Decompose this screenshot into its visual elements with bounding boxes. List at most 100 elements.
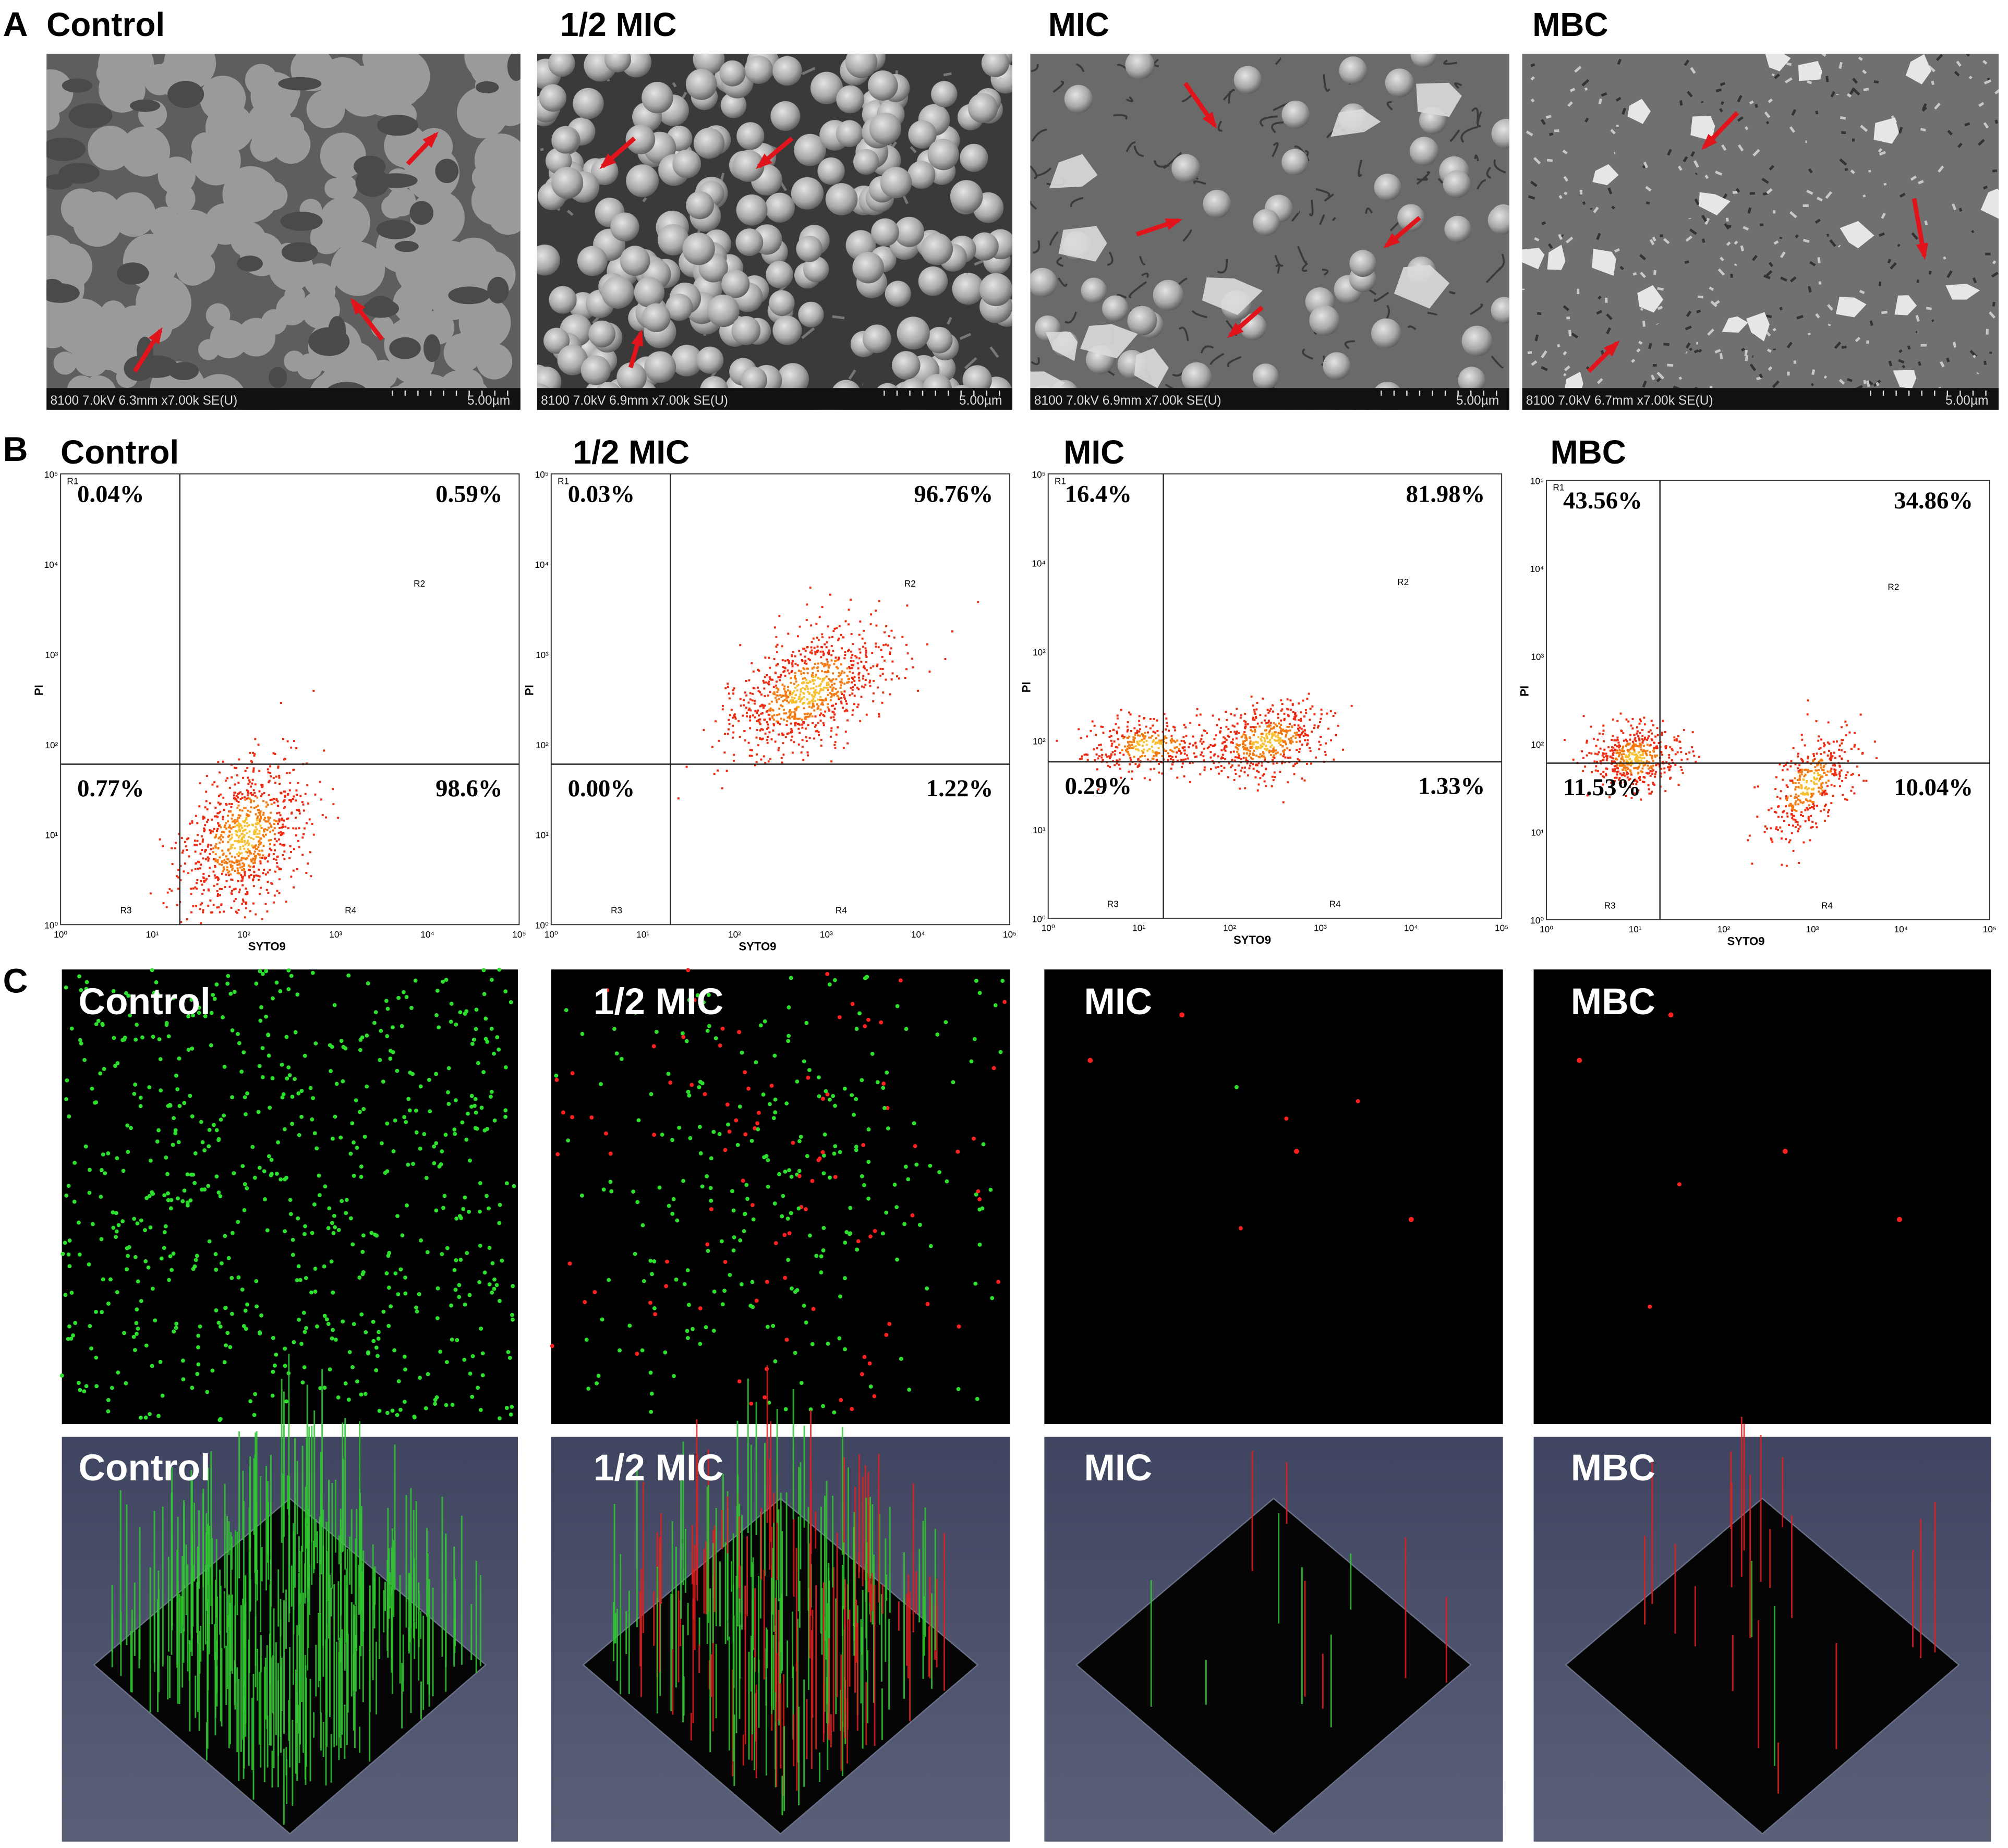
event-dot — [1785, 865, 1788, 867]
texture — [1938, 165, 1944, 173]
texture — [1791, 109, 1797, 116]
event-dot — [204, 824, 207, 826]
event-dot — [237, 840, 240, 842]
event-dot — [798, 650, 801, 652]
event-dot — [1614, 748, 1617, 751]
cell-dot — [497, 1047, 501, 1052]
event-dot — [1272, 704, 1274, 707]
biofilm — [119, 126, 171, 177]
event-dot — [1646, 749, 1649, 752]
x-tick-label: 10¹ — [146, 929, 159, 940]
coccus — [1233, 66, 1262, 94]
event-dot — [234, 792, 236, 794]
event-dot — [822, 665, 825, 667]
texture — [1322, 269, 1329, 276]
lysed-cell — [1722, 316, 1748, 333]
cell-dot — [503, 989, 508, 994]
cell-dot — [259, 1005, 263, 1010]
event-dot — [1124, 745, 1127, 748]
event-dot — [1194, 741, 1197, 744]
event-dot — [1641, 750, 1644, 752]
event-dot — [1152, 751, 1155, 753]
event-dot — [186, 838, 188, 841]
cell-dot — [216, 1320, 221, 1325]
event-dot — [768, 731, 771, 734]
texture — [1139, 256, 1146, 265]
texture — [1850, 169, 1855, 175]
event-dot — [1149, 727, 1152, 730]
event-dot — [1293, 732, 1296, 734]
texture — [1438, 178, 1443, 184]
gap — [394, 240, 419, 252]
event-dot — [1287, 781, 1289, 784]
x-tick-label: 10⁵ — [1003, 929, 1017, 940]
event-dot — [1691, 746, 1694, 748]
event-dot — [1126, 730, 1129, 733]
event-dot — [1267, 740, 1270, 743]
region-label: R2 — [1888, 582, 1899, 592]
event-dot — [1269, 750, 1272, 752]
cell-dot — [292, 1340, 296, 1344]
cell-dot — [378, 1057, 382, 1062]
event-dot — [755, 761, 758, 763]
event-dot — [833, 683, 836, 685]
event-dot — [867, 673, 870, 675]
event-dot — [234, 847, 236, 849]
cell-dot — [185, 1200, 190, 1205]
event-dot — [1582, 715, 1585, 718]
texture — [1911, 232, 1919, 240]
texture — [1694, 198, 1700, 205]
event-dot — [1219, 726, 1222, 729]
texture — [1954, 70, 1960, 77]
cell-dot — [193, 1258, 198, 1262]
event-dot — [870, 613, 873, 616]
event-dot — [819, 684, 821, 687]
event-dot — [225, 855, 227, 858]
texture — [1653, 270, 1656, 275]
y-tick-label: 10⁵ — [535, 469, 549, 480]
event-dot — [295, 834, 297, 837]
event-dot — [222, 836, 224, 838]
event-dot — [1805, 786, 1807, 788]
event-dot — [180, 921, 183, 923]
coccus — [696, 346, 724, 374]
event-dot — [767, 760, 770, 763]
event-dot — [1281, 730, 1284, 732]
event-dot — [1639, 754, 1642, 756]
event-dot — [877, 686, 879, 689]
texture — [1596, 378, 1603, 384]
plot-title: Control — [61, 433, 179, 471]
event-dot — [1798, 764, 1801, 767]
event-dot — [1854, 744, 1856, 746]
event-dot — [1266, 737, 1268, 739]
event-dot — [838, 698, 840, 700]
event-dot — [1843, 751, 1846, 753]
event-dot — [1261, 736, 1263, 738]
event-dot — [1284, 756, 1287, 759]
event-dot — [796, 685, 799, 687]
event-dot — [232, 813, 234, 816]
texture — [1863, 380, 1867, 384]
lysed-cell — [1835, 296, 1867, 318]
event-dot — [209, 867, 211, 869]
event-dot — [270, 882, 273, 884]
biofilm — [158, 156, 196, 194]
event-dot — [1163, 736, 1166, 739]
texture — [1992, 301, 1995, 307]
texture — [1622, 107, 1626, 115]
event-dot — [212, 847, 215, 849]
event-dot — [1653, 750, 1655, 753]
event-dot — [1842, 794, 1844, 796]
event-dot — [1274, 723, 1277, 726]
event-dot — [207, 859, 210, 862]
event-dot — [217, 761, 220, 763]
event-dot — [1693, 755, 1696, 757]
event-dot — [1137, 734, 1140, 737]
event-dot — [812, 672, 814, 674]
event-dot — [1827, 811, 1829, 813]
event-dot — [1116, 714, 1119, 717]
coccus — [1125, 54, 1155, 80]
event-dot — [1260, 738, 1262, 740]
event-dot — [767, 736, 769, 738]
event-dot — [203, 830, 205, 832]
